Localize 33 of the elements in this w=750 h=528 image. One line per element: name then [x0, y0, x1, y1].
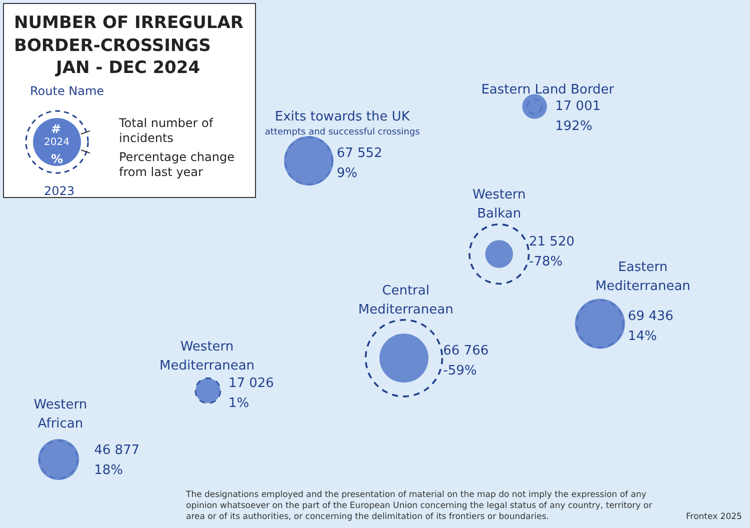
text: Route Name	[30, 84, 104, 98]
text: %	[51, 152, 64, 166]
category-label: Eastern Mediterranean	[595, 260, 690, 294]
text: Percentage change from last year	[119, 150, 236, 180]
category-label: Western Mediterranean	[159, 340, 255, 374]
data-label: 1%	[228, 396, 250, 411]
data-label: 69 436	[628, 308, 674, 324]
data-label: 14%	[628, 328, 657, 344]
data-label: 9%	[336, 166, 358, 181]
data-label: 21 520	[529, 234, 574, 250]
data-label: 67 552	[336, 146, 382, 161]
text: The designations employed and the presentation of material on the map do not imply the expression of any opinion whatsoever on the part of the European Union concerning the legal status of any country, territory or area or of its authorities, or concerning the delimitation of its frontiers or boundaries.	[186, 490, 654, 523]
data-label: 46 877	[94, 442, 140, 458]
category-label: Exits towards the UK	[274, 110, 410, 125]
data-label: 17 026	[228, 376, 274, 391]
data-label: 17 001	[555, 98, 601, 114]
data-label: 18%	[94, 462, 123, 478]
text: Total number of incidents	[119, 116, 214, 146]
text: 2024	[44, 137, 70, 148]
data-label: 66 766	[443, 343, 489, 358]
category-label: Central Mediterranean	[358, 284, 454, 318]
text: JAN - DEC 2024	[56, 58, 200, 78]
data-label: -78%	[529, 254, 563, 270]
category-label: Eastern Land Border	[481, 82, 615, 98]
text: Frontex 2025	[686, 512, 742, 522]
category-label: Western African	[34, 398, 88, 432]
text: NUMBER OF IRREGULAR BORDER-CROSSINGS	[14, 12, 244, 58]
category-label: Western Balkan	[472, 188, 526, 222]
data-label: -59%	[443, 363, 477, 378]
data-label: 192%	[555, 118, 592, 134]
text: 2023	[44, 184, 75, 198]
text: attempts and successful crossings	[264, 128, 420, 138]
text: #	[51, 122, 62, 136]
